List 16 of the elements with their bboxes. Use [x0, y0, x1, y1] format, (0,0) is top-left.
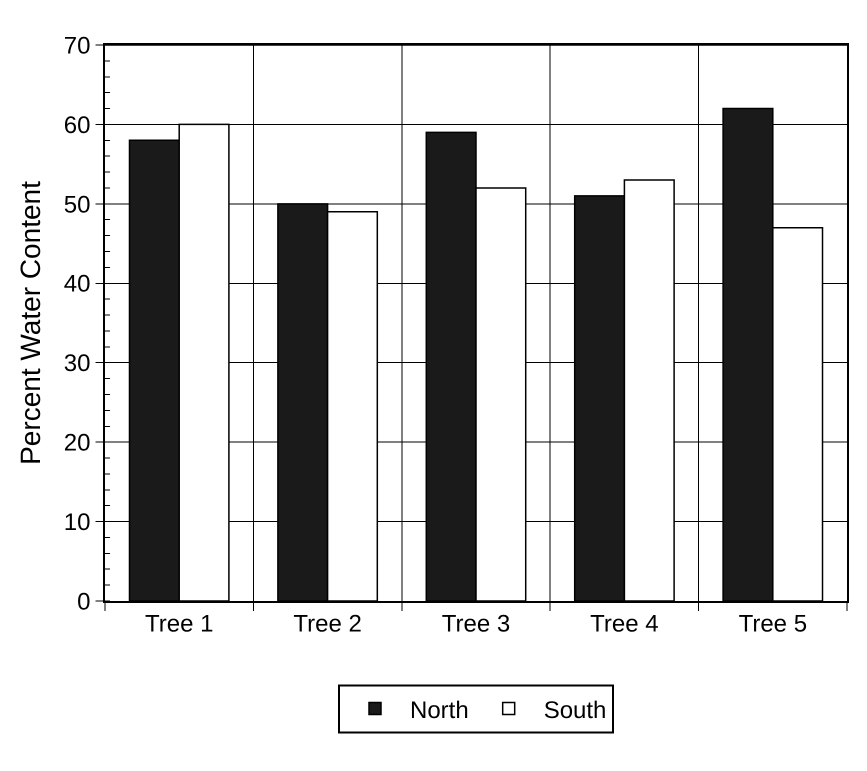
- y-axis-title: Percent Water Content: [14, 180, 46, 465]
- y-tick-label: 20: [64, 430, 90, 457]
- x-tick-label: Tree 2: [293, 610, 362, 638]
- y-tick-label: 10: [64, 508, 90, 536]
- x-tick-label: Tree 5: [738, 610, 808, 638]
- y-tick-label: 70: [64, 32, 90, 60]
- legend-label: South: [544, 696, 606, 724]
- legend-label: North: [410, 696, 469, 724]
- y-tick-label: 50: [64, 191, 90, 218]
- y-tick-label: 60: [64, 112, 90, 139]
- x-tick-label: Tree 3: [442, 610, 510, 638]
- y-tick-label: 0: [77, 588, 90, 616]
- y-tick-label: 40: [64, 270, 90, 298]
- y-tick-label: 30: [64, 350, 90, 378]
- x-tick-label: Tree 1: [144, 610, 214, 638]
- x-tick-label: Tree 4: [590, 610, 659, 638]
